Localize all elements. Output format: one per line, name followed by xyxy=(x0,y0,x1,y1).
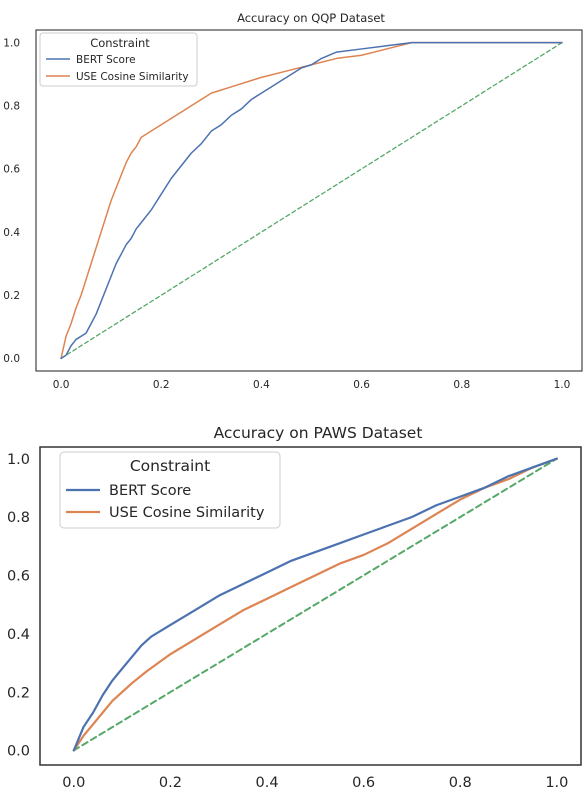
legend-box xyxy=(39,32,198,87)
series-line-use-cosine-similarity xyxy=(72,457,558,752)
x-tick-label: 1.0 xyxy=(545,775,568,791)
series-line-bert-score xyxy=(72,457,558,752)
legend-box xyxy=(59,451,281,529)
y-tick-label: 0.0 xyxy=(7,744,30,760)
plot-frame xyxy=(39,446,582,766)
reference-diagonal-line xyxy=(72,457,558,752)
y-tick-label: 0.8 xyxy=(7,510,30,526)
legend: Constraint BERT Score USE Cosine Similar… xyxy=(39,32,198,87)
chart-title: Accuracy on QQP Dataset xyxy=(237,11,385,25)
x-tick-label: 0.8 xyxy=(449,775,472,791)
y-tick-label: 0.6 xyxy=(7,569,30,585)
legend: Constraint BERT Score USE Cosine Similar… xyxy=(59,451,281,529)
x-tick-label: 0.6 xyxy=(353,379,370,391)
y-tick-labels: 0.0 0.2 0.4 0.6 0.8 1.0 xyxy=(3,37,20,365)
y-tick-label: 0.2 xyxy=(7,685,30,701)
legend-label-bert-score: BERT Score xyxy=(109,483,191,499)
x-tick-label: 0.0 xyxy=(53,379,70,391)
y-tick-label: 0.2 xyxy=(3,290,20,302)
chart-paws: Accuracy on PAWS Dataset 0.0 0.2 0.4 0.6 0.8… xyxy=(7,424,582,791)
x-tick-label: 1.0 xyxy=(554,379,571,391)
series-layer xyxy=(72,457,558,752)
legend-title: Constraint xyxy=(130,457,210,475)
series-layer xyxy=(60,41,563,360)
x-tick-label: 0.4 xyxy=(255,775,278,791)
x-tick-label: 0.2 xyxy=(153,379,170,391)
y-tick-label: 0.4 xyxy=(3,227,20,239)
y-tick-label: 0.8 xyxy=(3,101,20,113)
y-tick-label: 1.0 xyxy=(7,452,30,468)
legend-label-use-cosine-similarity: USE Cosine Similarity xyxy=(109,505,265,521)
y-tick-label: 0.0 xyxy=(3,353,20,365)
legend-label-use-cosine-similarity: USE Cosine Similarity xyxy=(76,71,189,83)
x-tick-label: 0.0 xyxy=(62,775,85,791)
x-tick-label: 0.6 xyxy=(352,775,375,791)
series-line-bert-score xyxy=(60,41,563,360)
x-tick-label: 0.2 xyxy=(159,775,182,791)
x-tick-labels: 0.0 0.2 0.4 0.6 0.8 1.0 xyxy=(53,379,571,391)
y-tick-label: 0.6 xyxy=(3,164,20,176)
x-tick-label: 0.4 xyxy=(253,379,270,391)
y-tick-label: 1.0 xyxy=(3,37,20,49)
legend-title: Constraint xyxy=(90,36,150,50)
reference-diagonal-line xyxy=(60,41,563,360)
y-tick-label: 0.4 xyxy=(7,627,30,643)
legend-label-bert-score: BERT Score xyxy=(76,54,136,66)
chart-qqp: Accuracy on QQP Dataset 0.0 0.2 0.4 0.6 0.8 1… xyxy=(3,11,583,391)
chart-title: Accuracy on PAWS Dataset xyxy=(214,424,423,442)
y-tick-labels: 0.0 0.2 0.4 0.6 0.8 1.0 xyxy=(7,452,30,760)
series-line-use-cosine-similarity xyxy=(60,41,563,360)
x-tick-label: 0.8 xyxy=(453,379,470,391)
x-tick-labels: 0.0 0.2 0.4 0.6 0.8 1.0 xyxy=(62,775,568,791)
plot-frame xyxy=(35,29,583,372)
